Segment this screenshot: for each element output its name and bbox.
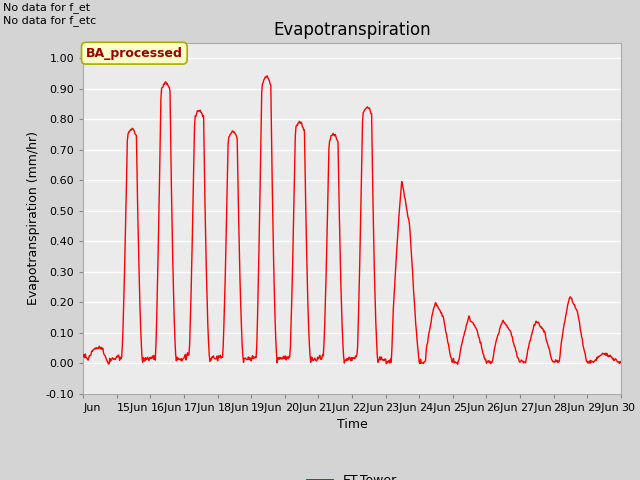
Y-axis label: Evapotranspiration (mm/hr): Evapotranspiration (mm/hr)	[27, 132, 40, 305]
X-axis label: Time: Time	[337, 418, 367, 431]
Legend: ET-Tower: ET-Tower	[302, 469, 402, 480]
Text: No data for f_et
No data for f_etc: No data for f_et No data for f_etc	[3, 2, 97, 26]
Title: Evapotranspiration: Evapotranspiration	[273, 21, 431, 39]
Text: BA_processed: BA_processed	[86, 47, 183, 60]
